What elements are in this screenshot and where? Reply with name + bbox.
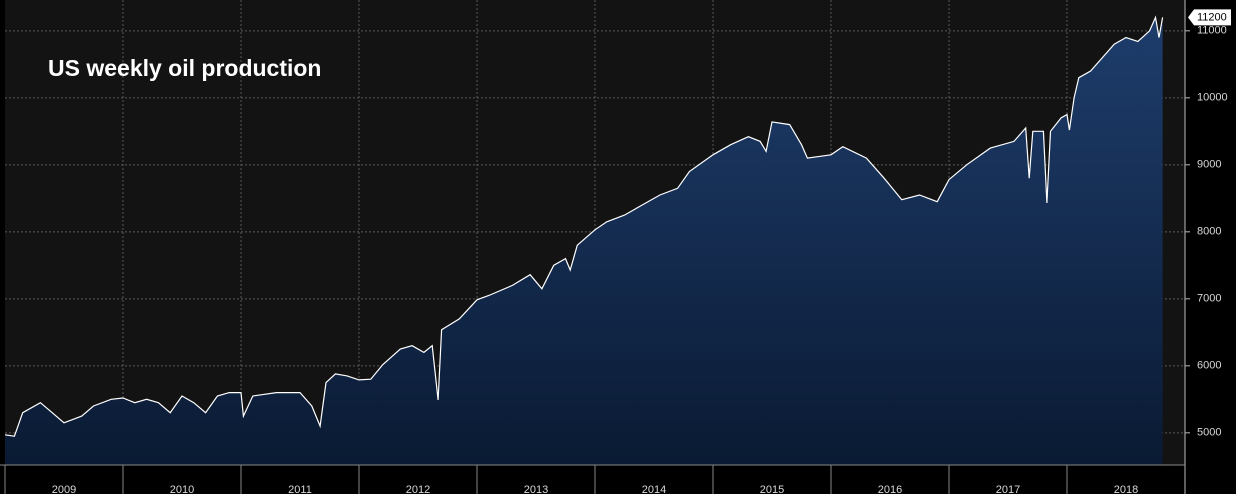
y-tick-label: 11000 (1197, 25, 1227, 37)
x-tick-label: 2013 (524, 484, 548, 494)
y-tick-label: 8000 (1197, 226, 1221, 238)
y-tick-label: 7000 (1197, 293, 1221, 305)
y-tick-label: 6000 (1197, 360, 1221, 372)
x-tick-label: 2016 (878, 484, 902, 494)
y-tick-label: 10000 (1197, 92, 1228, 104)
last-value-label: 11200 (1197, 11, 1227, 23)
x-tick-label: 2011 (288, 484, 312, 494)
x-tick-label: 2017 (996, 484, 1020, 494)
chart-title: US weekly oil production (48, 55, 321, 81)
x-tick-label: 2018 (1114, 484, 1138, 494)
x-tick-label: 2012 (406, 484, 430, 494)
x-tick-label: 2009 (52, 484, 76, 494)
y-tick-label: 5000 (1197, 427, 1221, 439)
line (4, 15, 1164, 437)
y-tick-label: 9000 (1197, 159, 1221, 171)
last-value-tag (1188, 9, 1231, 26)
x-tick-label: 2014 (642, 484, 666, 494)
area (5, 17, 1163, 466)
x-tick-label: 2015 (760, 484, 784, 494)
x-tick-label: 2010 (170, 484, 194, 494)
